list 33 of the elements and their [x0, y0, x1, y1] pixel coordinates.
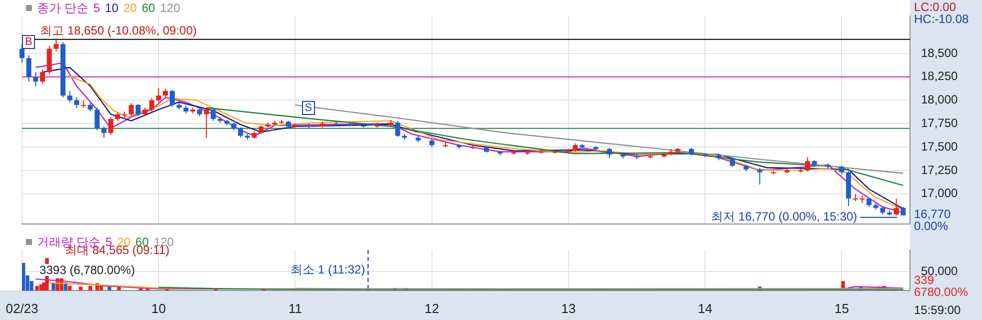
- text: 16,770: [914, 207, 951, 221]
- y-tick-label: 17,250: [921, 162, 958, 177]
- annotation: 최소 1 (11:32): [290, 262, 366, 277]
- y-tick-label: 17,750: [921, 116, 958, 130]
- y-tick-label: 50,000: [921, 264, 958, 278]
- annotation: 3393 (6,780.00%): [40, 263, 135, 277]
- x-tick-label: 02/23: [6, 300, 38, 316]
- text: 120: [160, 1, 180, 15]
- y-tick-label: 17,500: [921, 139, 958, 154]
- x-tick-label: 10: [151, 300, 166, 316]
- legend-title: 종가 단순: [37, 1, 88, 15]
- text: 15:59:00: [914, 303, 961, 317]
- x-tick-label: 11: [288, 300, 302, 316]
- text: 10: [105, 1, 118, 15]
- y-tick-label: 17,000: [921, 186, 958, 200]
- y-tick-label: 18,500: [921, 46, 958, 60]
- x-tick-label: 14: [698, 300, 712, 316]
- text: LC:0.00: [914, 0, 956, 14]
- text: HC:-10.08: [914, 12, 969, 26]
- x-tick-label: 15: [834, 300, 849, 316]
- x-tick-label: 12: [424, 300, 440, 316]
- letter-box: B: [22, 34, 36, 49]
- y-tick-label: 18,250: [921, 69, 958, 84]
- text: 0.00%: [914, 219, 948, 233]
- x-tick-label: 13: [561, 300, 576, 316]
- text: 20: [123, 1, 137, 15]
- annotation: 최저 16,770 (0.00%, 15:30): [711, 210, 858, 224]
- text: 5: [93, 1, 100, 15]
- text: 60: [142, 1, 156, 15]
- letter-box: S: [302, 101, 316, 116]
- annotation: 최고 18,650 (-10.08%, 09:00): [40, 24, 197, 38]
- y-tick-label: 18,000: [921, 92, 958, 107]
- text: 6780.00%: [914, 285, 968, 299]
